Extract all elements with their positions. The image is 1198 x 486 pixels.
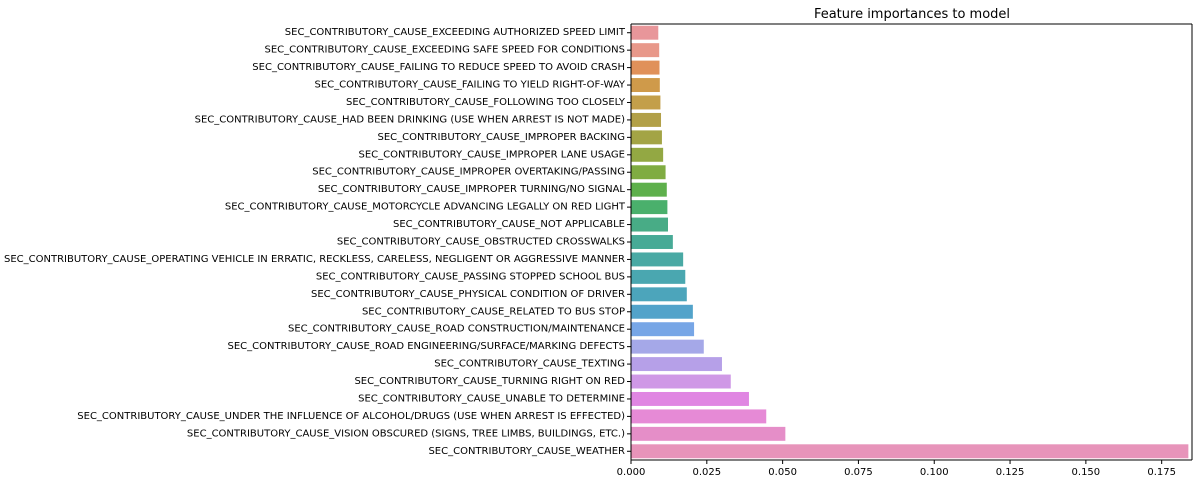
y-tick-label: SEC_CONTRIBUTORY_CAUSE_RELATED TO BUS ST… <box>362 306 625 317</box>
bar <box>631 147 664 162</box>
bar <box>631 165 666 180</box>
bar <box>631 182 667 197</box>
bar <box>631 43 660 58</box>
bar <box>631 200 668 215</box>
y-tick-labels: SEC_CONTRIBUTORY_CAUSE_EXCEEDING AUTHORI… <box>4 27 626 457</box>
y-tick-label: SEC_CONTRIBUTORY_CAUSE_OBSTRUCTED CROSSW… <box>337 237 625 248</box>
bar <box>631 444 1189 459</box>
axes-layer <box>627 23 1193 464</box>
bar <box>631 391 749 406</box>
y-tick-label: SEC_CONTRIBUTORY_CAUSE_IMPROPER TURNING/… <box>318 184 626 195</box>
x-tick-label: 0.125 <box>996 467 1025 478</box>
bar <box>631 95 661 110</box>
y-tick-label: SEC_CONTRIBUTORY_CAUSE_MOTORCYCLE ADVANC… <box>225 202 626 213</box>
x-tick-label: 0.050 <box>768 467 797 478</box>
y-tick-label: SEC_CONTRIBUTORY_CAUSE_ROAD CONSTRUCTION… <box>288 324 625 335</box>
bar <box>631 252 684 267</box>
bar <box>631 357 722 372</box>
bar <box>631 78 660 93</box>
y-tick-label: SEC_CONTRIBUTORY_CAUSE_IMPROPER OVERTAKI… <box>312 167 625 178</box>
bar <box>631 60 660 75</box>
x-tick-label: 0.025 <box>692 467 721 478</box>
x-tick-label: 0.075 <box>844 467 873 478</box>
bar <box>631 409 767 424</box>
x-tick-label: 0.100 <box>920 467 949 478</box>
bar <box>631 25 659 40</box>
x-tick-label: 0.000 <box>617 467 646 478</box>
y-tick-label: SEC_CONTRIBUTORY_CAUSE_FAILING TO YIELD … <box>315 80 626 91</box>
bar <box>631 287 687 302</box>
x-tick-labels: 0.000 0.025 0.050 0.075 0.100 0.125 0.150 0.175 <box>617 467 1176 478</box>
y-tick-label: SEC_CONTRIBUTORY_CAUSE_NOT APPLICABLE <box>393 219 625 230</box>
bar <box>631 130 662 145</box>
y-tick-label: SEC_CONTRIBUTORY_CAUSE_FOLLOWING TOO CLO… <box>346 97 626 108</box>
y-tick-label: SEC_CONTRIBUTORY_CAUSE_WEATHER <box>428 446 625 457</box>
bar <box>631 304 693 319</box>
bar <box>631 112 662 127</box>
bar <box>631 374 731 389</box>
y-tick-label: SEC_CONTRIBUTORY_CAUSE_TEXTING <box>434 359 625 370</box>
bar <box>631 426 786 441</box>
y-tick-label: SEC_CONTRIBUTORY_CAUSE_ROAD ENGINEERING/… <box>228 341 626 352</box>
y-tick-label: SEC_CONTRIBUTORY_CAUSE_HAD BEEN DRINKING… <box>195 114 626 125</box>
y-tick-label: SEC_CONTRIBUTORY_CAUSE_EXCEEDING AUTHORI… <box>285 27 626 38</box>
y-tick-label: SEC_CONTRIBUTORY_CAUSE_VISION OBSCURED (… <box>187 428 625 439</box>
y-tick-label: SEC_CONTRIBUTORY_CAUSE_IMPROPER LANE USA… <box>359 149 625 160</box>
y-tick-label: SEC_CONTRIBUTORY_CAUSE_TURNING RIGHT ON … <box>354 376 625 387</box>
chart-title: Feature importances to model <box>814 7 1010 22</box>
y-tick-label: SEC_CONTRIBUTORY_CAUSE_UNDER THE INFLUEN… <box>77 411 625 422</box>
x-tick-label: 0.175 <box>1147 467 1176 478</box>
bar <box>631 339 704 354</box>
x-tick-label: 0.150 <box>1072 467 1101 478</box>
bar <box>631 235 673 249</box>
bars-layer <box>631 25 1189 459</box>
bar <box>631 322 695 337</box>
y-tick-label: SEC_CONTRIBUTORY_CAUSE_IMPROPER BACKING <box>377 132 625 143</box>
y-tick-label: SEC_CONTRIBUTORY_CAUSE_FAILING TO REDUCE… <box>252 62 625 73</box>
bar <box>631 269 686 284</box>
y-tick-label: SEC_CONTRIBUTORY_CAUSE_EXCEEDING SAFE SP… <box>265 45 626 56</box>
y-tick-label: SEC_CONTRIBUTORY_CAUSE_UNABLE TO DETERMI… <box>358 393 625 404</box>
y-tick-label: SEC_CONTRIBUTORY_CAUSE_PHYSICAL CONDITIO… <box>311 289 625 300</box>
y-tick-label: SEC_CONTRIBUTORY_CAUSE_OPERATING VEHICLE… <box>4 254 625 265</box>
y-tick-label: SEC_CONTRIBUTORY_CAUSE_PASSING STOPPED S… <box>316 271 625 282</box>
bar <box>631 217 668 232</box>
